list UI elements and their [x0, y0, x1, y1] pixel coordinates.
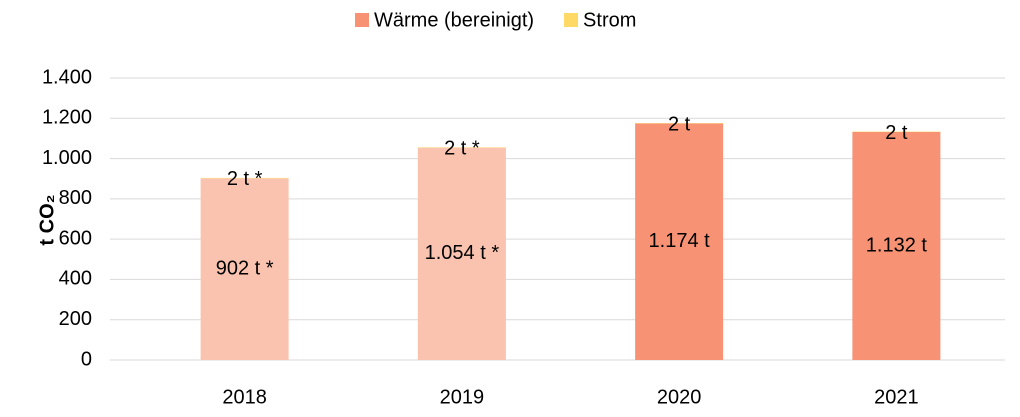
x-tick-label: 2018 [222, 386, 267, 408]
y-tick-label: 200 [59, 308, 92, 330]
y-axis-label: t CO₂ [36, 194, 58, 245]
bar-segment [200, 178, 289, 360]
legend-label: Wärme (bereinigt) [374, 9, 534, 31]
y-tick-label: 1.200 [42, 107, 92, 129]
data-label: 2 t [885, 122, 908, 144]
x-tick-label: 2019 [440, 386, 485, 408]
data-label: 2 t * [227, 168, 263, 190]
legend-swatch [355, 13, 369, 27]
y-tick-label: 1.400 [42, 66, 92, 88]
data-label: 1.132 t [866, 234, 928, 256]
x-tick-label: 2021 [874, 386, 919, 408]
data-label: 2 t [668, 113, 691, 135]
legend-label: Strom [583, 9, 636, 31]
data-label: 1.054 t * [425, 242, 500, 264]
data-label: 1.174 t [649, 230, 711, 252]
y-tick-label: 1.000 [42, 147, 92, 169]
x-tick-label: 2020 [657, 386, 702, 408]
y-tick-label: 800 [59, 187, 92, 209]
bar-segment [635, 123, 724, 360]
y-tick-label: 0 [81, 348, 92, 370]
bar-segment [852, 131, 941, 360]
data-label: 902 t * [216, 257, 274, 279]
y-tick-label: 400 [59, 268, 92, 290]
bar-segment [417, 147, 506, 360]
legend-swatch [564, 13, 579, 27]
data-label: 2 t * [444, 138, 480, 160]
y-tick-label: 600 [59, 227, 92, 249]
